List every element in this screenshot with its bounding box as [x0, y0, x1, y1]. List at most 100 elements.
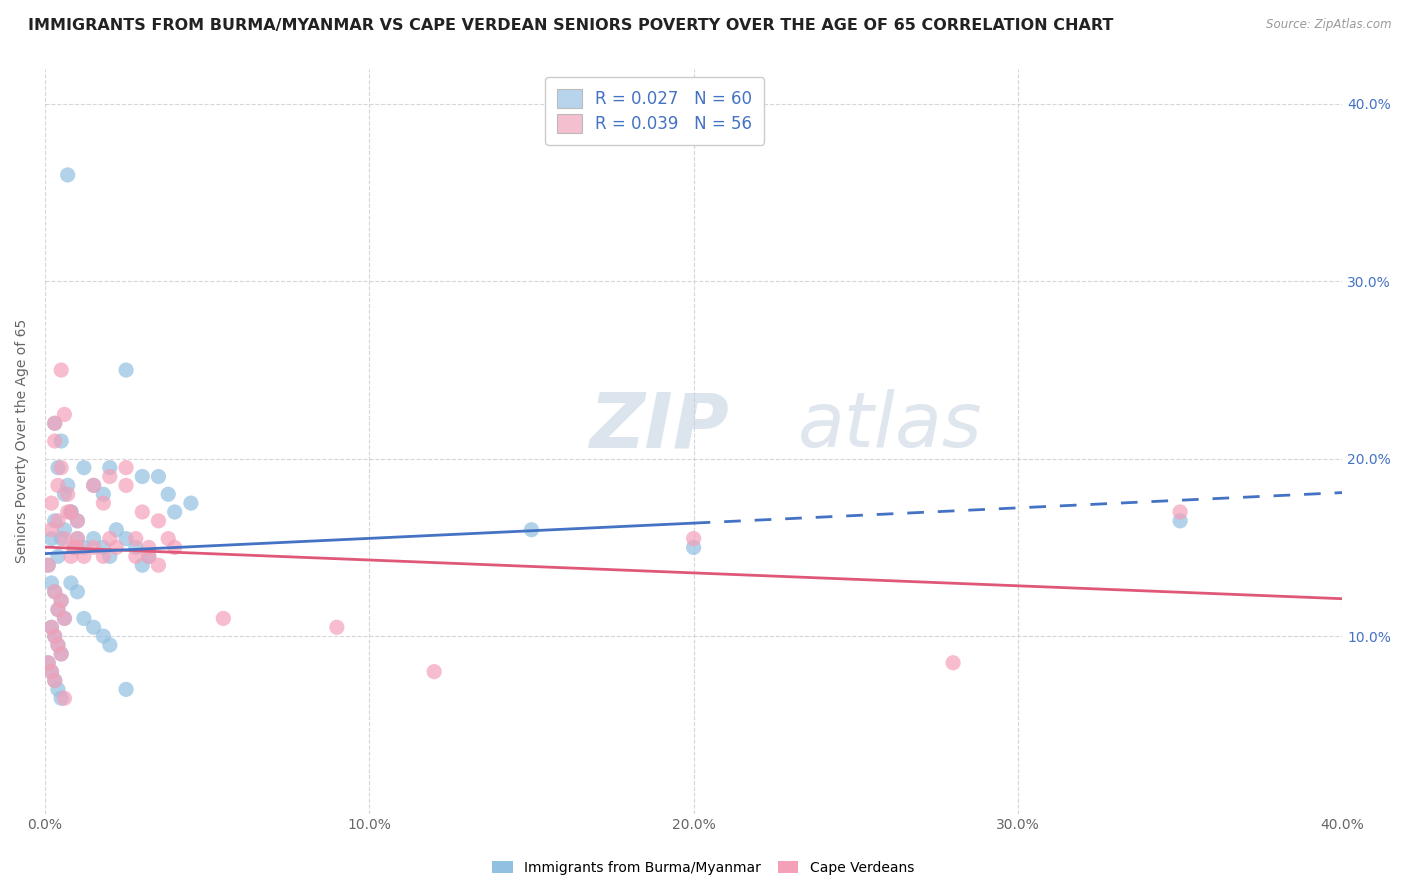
Point — [73, 541, 96, 555]
Point — [44, 514, 66, 528]
Point — [46, 460, 69, 475]
Point — [53, 408, 76, 422]
Point — [41, 532, 63, 546]
Point — [131, 505, 153, 519]
Point — [59, 505, 82, 519]
Point — [682, 541, 704, 555]
Point — [46, 682, 69, 697]
Point — [44, 417, 66, 431]
Point — [56, 478, 79, 492]
Point — [157, 487, 180, 501]
Point — [59, 576, 82, 591]
Point — [66, 584, 89, 599]
Point — [180, 496, 202, 510]
Point — [59, 549, 82, 564]
Point — [93, 496, 115, 510]
Point — [46, 602, 69, 616]
Point — [93, 629, 115, 643]
Text: ZIP: ZIP — [591, 389, 730, 463]
Point — [93, 549, 115, 564]
Point — [37, 558, 59, 573]
Point — [163, 505, 186, 519]
Point — [125, 549, 148, 564]
Point — [41, 620, 63, 634]
Point — [44, 629, 66, 643]
Point — [98, 638, 121, 652]
Point — [44, 417, 66, 431]
Legend: Immigrants from Burma/Myanmar, Cape Verdeans: Immigrants from Burma/Myanmar, Cape Verd… — [486, 855, 920, 880]
Point — [163, 541, 186, 555]
Point — [53, 523, 76, 537]
Point — [148, 469, 170, 483]
Point — [115, 478, 138, 492]
Point — [41, 496, 63, 510]
Point — [83, 478, 105, 492]
Point — [138, 549, 160, 564]
Point — [37, 558, 59, 573]
Point — [63, 541, 86, 555]
Point — [138, 541, 160, 555]
Y-axis label: Seniors Poverty Over the Age of 65: Seniors Poverty Over the Age of 65 — [15, 319, 30, 563]
Point — [44, 584, 66, 599]
Point — [115, 363, 138, 377]
Point — [131, 558, 153, 573]
Point — [46, 549, 69, 564]
Legend: R = 0.027   N = 60, R = 0.039   N = 56: R = 0.027 N = 60, R = 0.039 N = 56 — [546, 77, 763, 145]
Text: Source: ZipAtlas.com: Source: ZipAtlas.com — [1267, 18, 1392, 31]
Text: atlas: atlas — [797, 389, 981, 463]
Point — [98, 549, 121, 564]
Point — [44, 629, 66, 643]
Point — [46, 478, 69, 492]
Point — [41, 665, 63, 679]
Point — [46, 638, 69, 652]
Point — [98, 460, 121, 475]
Point — [66, 541, 89, 555]
Point — [53, 487, 76, 501]
Point — [53, 611, 76, 625]
Point — [66, 532, 89, 546]
Point — [59, 505, 82, 519]
Point — [66, 532, 89, 546]
Point — [93, 541, 115, 555]
Point — [105, 541, 128, 555]
Point — [51, 460, 73, 475]
Point — [56, 505, 79, 519]
Point — [942, 656, 965, 670]
Point — [41, 620, 63, 634]
Point — [46, 602, 69, 616]
Point — [73, 460, 96, 475]
Point — [44, 673, 66, 688]
Point — [41, 523, 63, 537]
Point — [56, 487, 79, 501]
Point — [125, 532, 148, 546]
Point — [138, 549, 160, 564]
Point — [51, 593, 73, 607]
Text: IMMIGRANTS FROM BURMA/MYANMAR VS CAPE VERDEAN SENIORS POVERTY OVER THE AGE OF 65: IMMIGRANTS FROM BURMA/MYANMAR VS CAPE VE… — [28, 18, 1114, 33]
Point — [53, 532, 76, 546]
Point — [83, 541, 105, 555]
Point — [56, 168, 79, 182]
Point — [51, 593, 73, 607]
Point — [157, 532, 180, 546]
Point — [46, 514, 69, 528]
Point — [115, 682, 138, 697]
Point — [37, 656, 59, 670]
Point — [51, 434, 73, 448]
Point — [98, 469, 121, 483]
Point — [73, 611, 96, 625]
Point — [98, 532, 121, 546]
Point — [51, 532, 73, 546]
Point — [1168, 505, 1191, 519]
Point — [83, 620, 105, 634]
Point — [115, 532, 138, 546]
Point — [44, 584, 66, 599]
Point — [41, 665, 63, 679]
Point — [83, 478, 105, 492]
Point — [46, 638, 69, 652]
Point — [66, 514, 89, 528]
Point — [83, 532, 105, 546]
Point — [1168, 514, 1191, 528]
Point — [125, 541, 148, 555]
Point — [423, 665, 446, 679]
Point — [115, 460, 138, 475]
